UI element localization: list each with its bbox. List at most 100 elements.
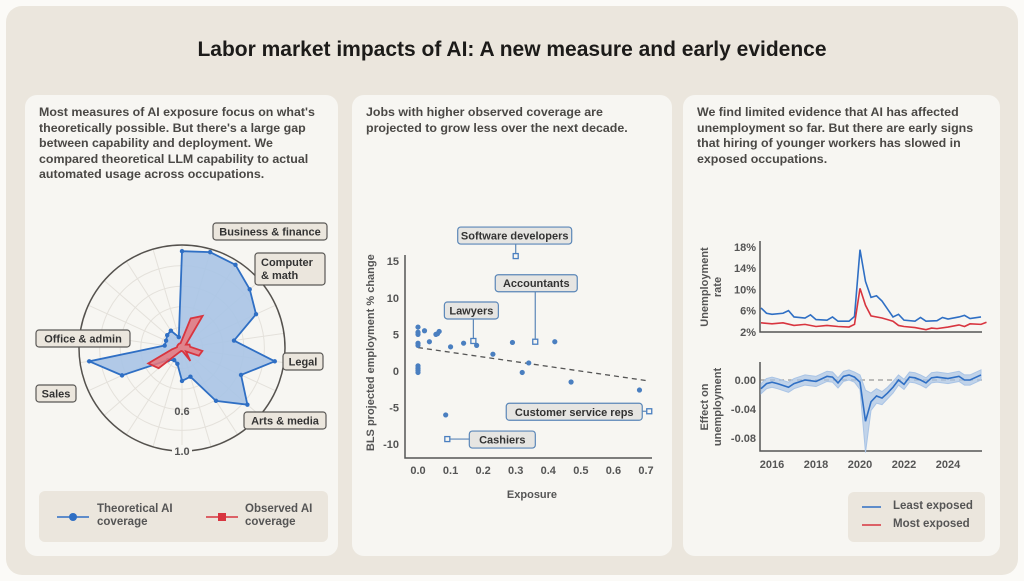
bottom-axes (759, 362, 982, 452)
scatter-point (447, 344, 454, 350)
radar-point (188, 374, 193, 379)
highlighted-point (646, 408, 653, 415)
radar-chart: 0.6 1.0 Business & finance Computer& math Le… (35, 222, 328, 458)
category-label: Sales (42, 389, 71, 401)
scatter-point (415, 369, 421, 376)
y-tick-label: 15 (387, 256, 399, 268)
lines-legend: Least exposed Most exposed (848, 492, 985, 542)
highlighted-point (532, 338, 539, 345)
radar-point (245, 402, 250, 407)
x-tick-label: 0.2 (475, 465, 490, 477)
scatter-point (568, 379, 574, 385)
category-label: Business & finance (219, 227, 320, 239)
top-y-tick: 18% (734, 242, 756, 254)
radar-point (233, 262, 238, 268)
y-tick-label: 5 (393, 329, 399, 341)
top-y-label: rate (712, 277, 724, 297)
line-charts: 18% 14% 10% 6% 2% 0.00 -0.04 -0.08 2016 2018 2020 2… (699, 241, 987, 471)
bottom-y-label: unemployment (712, 368, 724, 447)
y-axis-label: BLS projected employment % change (365, 254, 377, 451)
scatter-axes (404, 255, 652, 459)
callout-box (457, 226, 573, 245)
category-label: Computer (261, 257, 314, 269)
radar-point (165, 332, 170, 338)
radar-point (179, 248, 185, 254)
bottom-y-label: Effect on (699, 383, 711, 430)
highlighted-point (470, 337, 477, 345)
y-tick-label: -10 (383, 439, 399, 451)
scatter-point (490, 351, 496, 357)
radar-tick: 0.6 (174, 406, 189, 418)
scatter-point (421, 328, 428, 334)
category-label: Legal (289, 357, 318, 369)
unemployment-line-0 (760, 249, 982, 323)
highlighted-point (512, 252, 519, 260)
radar-spoke (125, 347, 183, 435)
callout-box (443, 301, 499, 320)
category-label: Office & admin (44, 334, 122, 346)
callout-box (505, 402, 643, 421)
scatter-point (526, 360, 532, 366)
category-label-box (35, 384, 77, 403)
y-tick-label: 10 (387, 293, 399, 305)
radar-tick: 1.0 (174, 446, 189, 458)
y-tick-label: 0 (393, 366, 399, 378)
scatter-point (443, 412, 449, 418)
callout-label: Customer service reps (515, 407, 634, 419)
legend-observed-label: Observed AI coverage (245, 503, 313, 528)
callout-label: Accountants (503, 278, 570, 290)
top-y-tick: 14% (734, 263, 756, 275)
page-title: Labor market impacts of AI: A new measur… (197, 38, 827, 61)
radar-point (247, 287, 252, 292)
radar-point (162, 343, 167, 348)
top-y-tick: 6% (740, 306, 756, 318)
x-tick-label: 0.0 (410, 465, 425, 477)
radar-point (231, 338, 237, 343)
panel-radar: Most measures of AI exposure focus on wh… (25, 95, 338, 556)
radar-spoke (152, 249, 183, 349)
radar-point (175, 361, 180, 367)
radar-point (119, 373, 125, 378)
bottom-y-tick: -0.04 (731, 404, 757, 416)
radar-point (87, 359, 92, 364)
callout-label: Software developers (461, 231, 569, 243)
panel-text: Most measures of AI exposure focus on wh… (39, 105, 315, 181)
category-label-box (35, 329, 131, 348)
legend-most-label: Most exposed (893, 518, 970, 530)
radar-point (172, 357, 177, 363)
top-y-label: Unemployment (699, 247, 711, 327)
radar-point (213, 398, 219, 404)
top-y-tick: 10% (734, 284, 756, 296)
scatter-chart: 15 10 5 0 -5 -10 0.0 0.1 0.2 0.3 0.4 0.5 0.6 0.7 Expos… (365, 226, 654, 501)
category-label-box (243, 411, 327, 430)
scatter-point (426, 339, 432, 345)
panel-text: We find limited evidence that AI has aff… (697, 105, 974, 166)
scatter-point (460, 340, 467, 346)
bottom-y-tick: -0.08 (731, 433, 756, 445)
radar-point (253, 311, 259, 317)
legend-observed-marker (218, 513, 226, 521)
x-tick-label: 2024 (936, 459, 961, 471)
panel-text: Jobs with higher observed coverage are p… (366, 105, 628, 135)
effect-line (760, 374, 982, 422)
x-tick-label: 2022 (892, 459, 916, 471)
confidence-band (760, 369, 982, 453)
bottom-y-tick: 0.00 (735, 375, 756, 387)
x-tick-label: 0.6 (606, 465, 621, 477)
radar-point (207, 249, 213, 255)
legend-least-label: Least exposed (893, 500, 973, 512)
x-tick-label: 0.5 (573, 465, 588, 477)
radar-point (163, 338, 169, 343)
unemployment-line-1 (760, 288, 987, 331)
x-tick-label: 0.4 (541, 465, 557, 477)
panel-scatter: Jobs with higher observed coverage are p… (352, 95, 672, 556)
legend-theoretical-label: Theoretical AI coverage (97, 503, 173, 528)
x-tick-label: 0.1 (443, 465, 458, 477)
radar-legend: Theoretical AI coverage Observed AI cove… (39, 491, 328, 542)
legend-theoretical-marker (69, 513, 77, 521)
trend-line (417, 346, 647, 382)
x-tick-label: 2016 (760, 459, 784, 471)
scatter-point (436, 328, 442, 335)
x-axis-label: Exposure (507, 489, 557, 501)
category-label-box (212, 222, 328, 241)
